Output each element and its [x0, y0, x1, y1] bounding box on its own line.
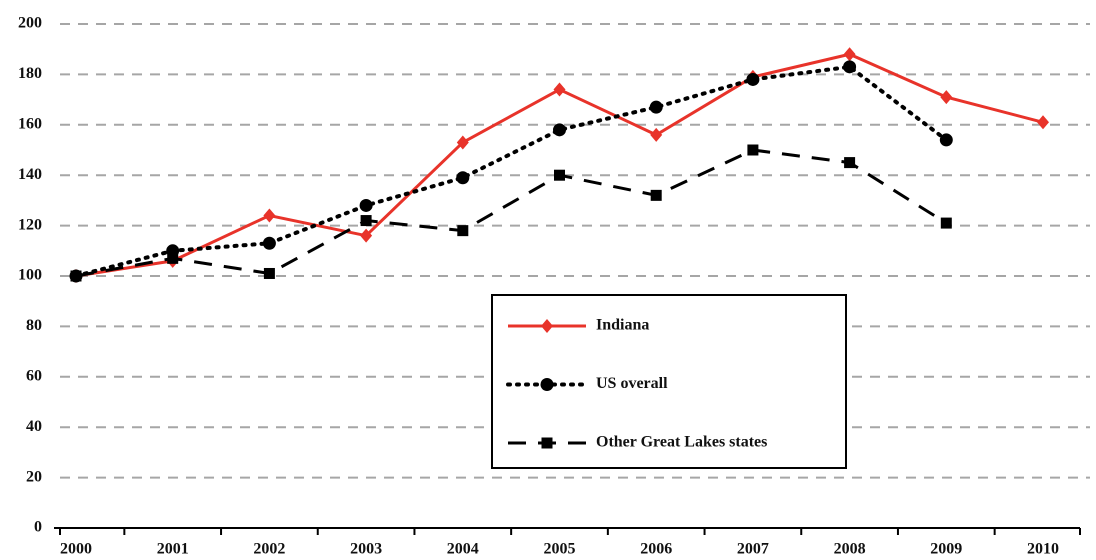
x-tick-label: 2004	[447, 541, 479, 558]
x-tick-label: 2009	[930, 541, 962, 558]
y-tick-label: 20	[26, 468, 42, 485]
data-point	[844, 157, 856, 169]
data-point	[360, 215, 372, 227]
data-point	[650, 189, 662, 201]
data-point	[553, 82, 566, 97]
y-tick-label: 0	[34, 519, 42, 536]
y-tick-label: 100	[18, 267, 42, 284]
data-point	[843, 60, 857, 74]
legend-marker	[541, 437, 553, 449]
data-point	[70, 270, 82, 282]
data-point	[263, 267, 275, 279]
x-tick-label: 2005	[544, 541, 576, 558]
data-point	[746, 72, 760, 86]
data-point	[843, 47, 856, 62]
y-tick-label: 80	[26, 317, 42, 334]
data-point	[456, 135, 469, 150]
x-tick-label: 2010	[1027, 541, 1059, 558]
data-point	[553, 123, 566, 137]
legend-label: US overall	[596, 375, 668, 392]
data-point	[262, 236, 276, 250]
x-tick-label: 2007	[737, 541, 769, 558]
x-tick-label: 2003	[350, 541, 382, 558]
y-tick-label: 160	[18, 115, 42, 132]
x-tick-label: 2000	[60, 541, 92, 558]
data-point	[554, 169, 565, 181]
y-tick-label: 180	[18, 65, 42, 82]
x-tick-label: 2008	[834, 541, 866, 558]
data-point	[359, 198, 373, 212]
legend-label: Other Great Lakes states	[596, 434, 767, 451]
data-point	[940, 217, 952, 229]
series-line	[74, 64, 949, 278]
y-tick-label: 40	[26, 418, 42, 435]
data-point	[649, 100, 663, 114]
y-tick-label: 60	[26, 367, 42, 384]
legend-marker	[540, 378, 554, 391]
data-point	[939, 133, 953, 147]
data-point	[360, 228, 373, 243]
data-point	[940, 90, 953, 105]
data-point	[1037, 115, 1049, 130]
data-point	[457, 225, 469, 237]
legend-label: Indiana	[596, 317, 649, 334]
y-tick-label: 140	[18, 166, 42, 183]
data-point	[650, 127, 663, 142]
data-point	[167, 252, 179, 264]
data-point	[263, 208, 276, 223]
x-tick-label: 2001	[157, 541, 189, 558]
y-tick-label: 120	[18, 216, 42, 233]
x-tick-label: 2002	[253, 541, 285, 558]
series-line	[75, 148, 948, 278]
legend-marker	[541, 319, 553, 333]
data-point	[456, 171, 470, 185]
y-tick-label: 200	[18, 15, 42, 32]
data-point	[747, 144, 759, 156]
x-tick-label: 2006	[640, 541, 672, 558]
